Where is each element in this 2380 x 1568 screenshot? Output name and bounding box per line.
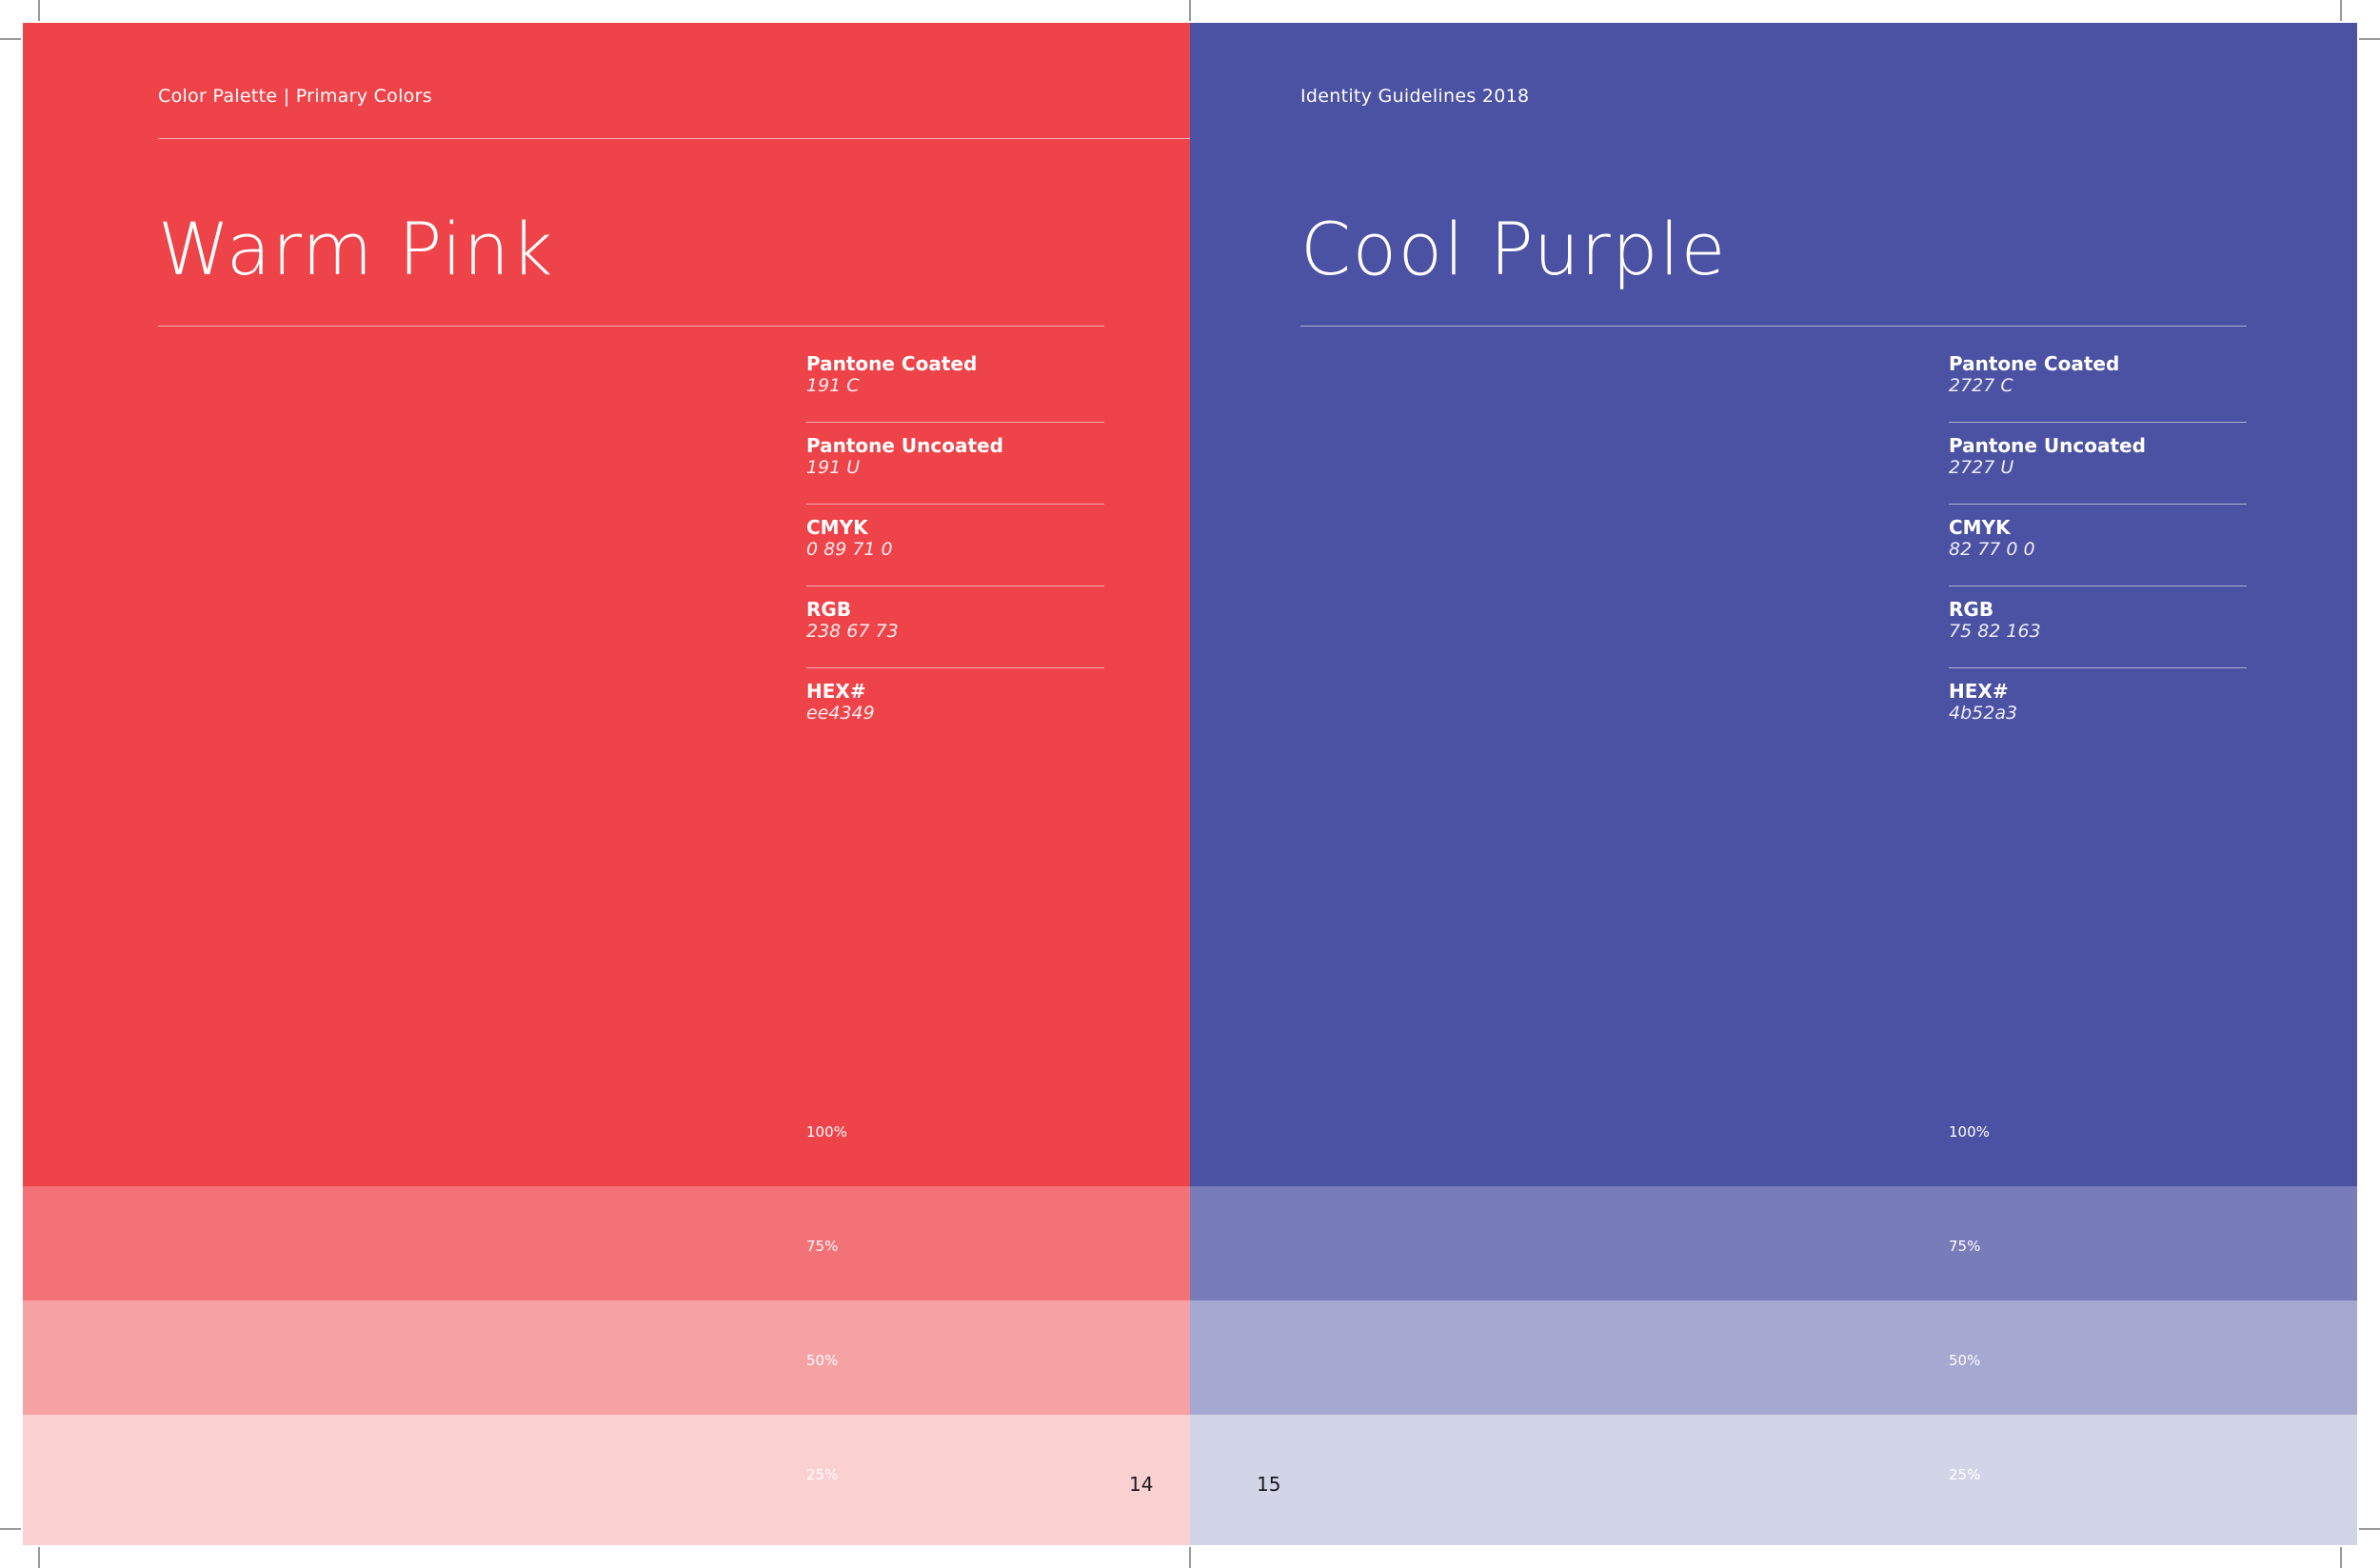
spec-pantone-uncoated: Pantone Uncoated 191 U (806, 434, 1104, 516)
swatch-100 (1190, 23, 2357, 1186)
spec-label: Pantone Coated (806, 352, 978, 375)
swatch-25 (1190, 1415, 2357, 1545)
page-header: Color Palette | Primary Colors (158, 86, 432, 107)
tint-label-25: 25% (1949, 1466, 1981, 1483)
spec-cmyk: CMYK 82 77 0 0 (1949, 516, 2247, 598)
swatch-75 (23, 1186, 1190, 1300)
spec-label: HEX# (1949, 680, 2009, 703)
swatch-75 (1190, 1186, 2357, 1300)
color-specs: Pantone Coated 191 C Pantone Uncoated 19… (806, 352, 1104, 762)
page-number: 14 (1129, 1473, 1154, 1496)
spec-value: 0 89 71 0 (806, 539, 893, 560)
crop-mark (1189, 0, 1191, 21)
spec-pantone-coated: Pantone Coated 2727 C (1949, 352, 2247, 434)
crop-mark (2340, 1547, 2342, 1568)
tint-label-50: 50% (1949, 1352, 1981, 1369)
crop-mark (1189, 1547, 1191, 1568)
crop-mark (2340, 0, 2342, 21)
spec-label: RGB (1949, 598, 1994, 621)
crop-mark (0, 38, 21, 40)
swatch-50 (1190, 1300, 2357, 1415)
crop-mark (38, 1547, 40, 1568)
crop-mark (2359, 1528, 2380, 1530)
page-warm-pink: Color Palette | Primary Colors Warm Pink… (23, 23, 1190, 1545)
color-specs: Pantone Coated 2727 C Pantone Uncoated 2… (1949, 352, 2247, 762)
color-title: Cool Purple (1300, 207, 1727, 291)
spec-value: 2727 U (1949, 457, 2014, 478)
title-divider (158, 326, 1104, 327)
swatch-100 (23, 23, 1190, 1186)
spec-label: CMYK (806, 516, 868, 539)
page-number: 15 (1257, 1473, 1281, 1496)
spec-value: 82 77 0 0 (1949, 539, 2035, 560)
crop-mark (2359, 38, 2380, 40)
tint-label-50: 50% (806, 1352, 839, 1369)
spec-cmyk: CMYK 0 89 71 0 (806, 516, 1104, 598)
tint-label-100: 100% (806, 1123, 847, 1141)
spec-value: 4b52a3 (1949, 703, 2018, 724)
spec-pantone-coated: Pantone Coated 191 C (806, 352, 1104, 434)
spec-hex: HEX# ee4349 (806, 680, 1104, 762)
color-title: Warm Pink (158, 207, 554, 291)
crop-mark (0, 1528, 21, 1530)
spec-rgb: RGB 75 82 163 (1949, 598, 2247, 680)
tint-label-75: 75% (806, 1238, 839, 1255)
spec-pantone-uncoated: Pantone Uncoated 2727 U (1949, 434, 2247, 516)
spec-value: 238 67 73 (806, 621, 899, 642)
header-divider (158, 138, 1190, 139)
swatch-25 (23, 1415, 1190, 1545)
crop-mark (38, 0, 40, 21)
tint-label-25: 25% (806, 1466, 839, 1483)
spec-rgb: RGB 238 67 73 (806, 598, 1104, 680)
spec-label: RGB (806, 598, 852, 621)
spec-label: HEX# (806, 680, 866, 703)
spec-value: ee4349 (806, 703, 875, 724)
spec-label: Pantone Uncoated (1949, 434, 2146, 457)
title-divider (1300, 326, 2247, 327)
spec-value: 191 U (806, 457, 861, 478)
brochure-spread: Color Palette | Primary Colors Warm Pink… (23, 23, 2357, 1545)
spec-value: 75 82 163 (1949, 621, 2041, 642)
spec-label: Pantone Uncoated (806, 434, 1003, 457)
spec-label: Pantone Coated (1949, 352, 2120, 375)
spec-hex: HEX# 4b52a3 (1949, 680, 2247, 762)
swatch-50 (23, 1300, 1190, 1415)
spec-value: 191 C (806, 375, 860, 396)
page-header: Identity Guidelines 2018 (1300, 86, 1530, 107)
tint-label-75: 75% (1949, 1238, 1981, 1255)
spec-value: 2727 C (1949, 375, 2013, 396)
tint-label-100: 100% (1949, 1123, 1990, 1141)
spec-label: CMYK (1949, 516, 2011, 539)
page-cool-purple: Identity Guidelines 2018 Cool Purple Pan… (1190, 23, 2357, 1545)
